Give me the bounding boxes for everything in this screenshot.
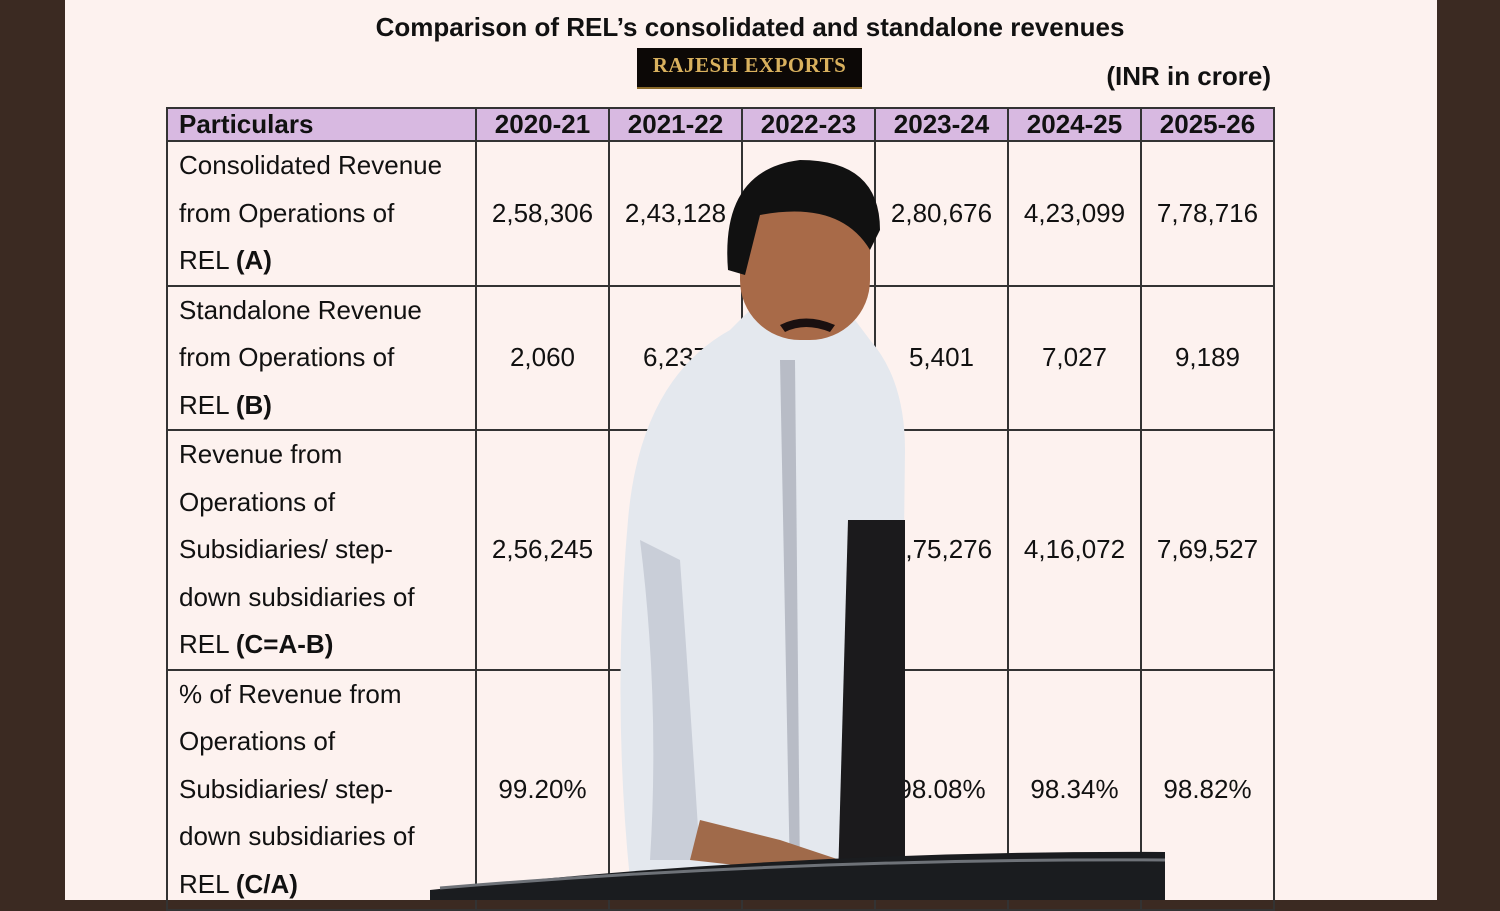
- title: Comparison of REL’s consolidated and sta…: [375, 12, 1125, 42]
- cell-value: 98.82%: [1163, 774, 1252, 804]
- label-line: REL: [179, 389, 229, 420]
- label-line: Operations of: [179, 726, 336, 756]
- value-cell: 5,401: [874, 284, 1009, 431]
- column-header: Particulars: [166, 107, 477, 142]
- label-bold: (C/A): [235, 868, 298, 899]
- cell-value: 7,69,527: [1156, 534, 1259, 565]
- logo: RAJESH EXPORTS: [637, 48, 862, 89]
- value-cell: 2,56,245: [475, 429, 610, 671]
- label-line: REL: [179, 245, 229, 275]
- row-label: % of Revenue from Operations of Subsidiari…: [166, 668, 477, 911]
- cell-value: 2,56,245: [491, 534, 594, 565]
- value-cell: 7,69,527: [1140, 429, 1275, 671]
- cell-value: 99.20%: [498, 774, 587, 804]
- cell-value: 98.08%: [897, 774, 986, 804]
- label-line: REL: [179, 629, 229, 659]
- value-cell: 2,060: [475, 284, 610, 431]
- cell-value: 7,78,716: [1156, 197, 1259, 228]
- label-line: down subsidiaries of: [179, 581, 415, 612]
- label-line: from Operations of: [179, 197, 395, 228]
- value-cell: 4,23,099: [1007, 140, 1142, 287]
- column-header: 2023-24: [874, 107, 1009, 142]
- cell-value: 2,80,676: [890, 197, 993, 228]
- cell-value: 2,75,276: [890, 534, 993, 565]
- value-cell: 9,189: [1140, 284, 1275, 431]
- column-header: 2021-22: [608, 107, 743, 142]
- label-line: % of Revenue from: [179, 678, 402, 709]
- label-line: REL: [179, 868, 229, 899]
- label-line: Operations of: [179, 486, 336, 517]
- row-label: Standalone Revenue from Operations of REL …: [166, 284, 477, 431]
- value-cell: 7,027: [1007, 284, 1142, 431]
- cell-value: 4,16,072: [1023, 534, 1126, 565]
- label-line: from Operations of: [179, 342, 395, 372]
- unit-note: (INR in crore): [1106, 61, 1271, 91]
- value-cell: 7,78,716: [1140, 140, 1275, 287]
- label-line: Subsidiaries/ step-: [179, 773, 393, 804]
- row-label: Revenue from Operations of Subsidiaries/ s…: [166, 429, 477, 671]
- cell-value: 2,58,306: [491, 197, 594, 228]
- column-header: 2022-23: [741, 107, 876, 142]
- column-header: 2020-21: [475, 107, 610, 142]
- value-cell: 2,80,676: [874, 140, 1009, 287]
- cell-value: 7,027: [1041, 342, 1108, 373]
- label-bold: (B): [235, 389, 272, 420]
- label-line: Consolidated Revenue: [179, 150, 443, 180]
- label-bold: (A): [235, 245, 272, 275]
- header-row: Particulars 2020-21 2021-22 2022-23 2023-24 2…: [166, 107, 1275, 142]
- column-header: 2024-25: [1007, 107, 1142, 142]
- cell-value: 4,23,099: [1023, 197, 1126, 228]
- cell-value: 98.34%: [1030, 774, 1119, 804]
- row-label: Consolidated Revenue from Operations of RE…: [166, 140, 477, 287]
- label-line: Standalone Revenue: [179, 294, 422, 325]
- label-line: Subsidiaries/ step-: [179, 534, 393, 564]
- column-header: 2025-26: [1140, 107, 1275, 142]
- cell-value: 5,401: [908, 342, 975, 373]
- label-line: down subsidiaries of: [179, 821, 415, 851]
- label-line: Revenue from: [179, 439, 343, 469]
- value-cell: 2,58,306: [475, 140, 610, 287]
- value-cell: 4,16,072: [1007, 429, 1142, 671]
- cell-value: 2,060: [509, 342, 576, 373]
- cell-value: 9,189: [1174, 342, 1241, 373]
- cell-value: 2,43,128: [624, 197, 727, 228]
- label-bold: (C=A-B): [235, 629, 334, 659]
